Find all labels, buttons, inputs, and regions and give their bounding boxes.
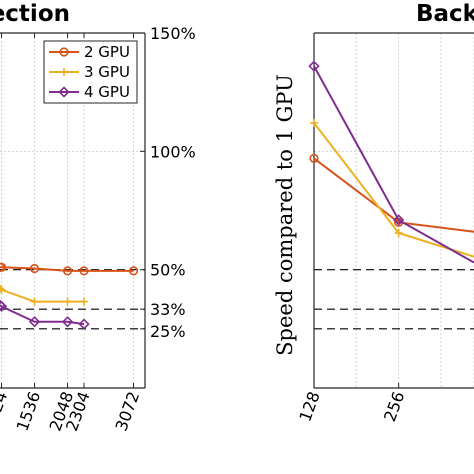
data-point	[63, 297, 72, 306]
series-3-gpu	[0, 284, 89, 306]
series-3-gpu	[310, 118, 474, 258]
left-chart-panel: 10241536204823043072150%100%50%33%25%ect…	[0, 1, 196, 434]
series-line	[0, 287, 85, 303]
legend-label: 4 GPU	[84, 83, 130, 101]
x-tick-label: 256	[380, 389, 408, 424]
data-point	[28, 316, 41, 328]
chart-title: ection	[0, 1, 70, 27]
y-tick-label: 50%	[150, 261, 186, 280]
data-point	[61, 316, 74, 328]
y-tick-label: 25%	[150, 322, 186, 341]
legend-label: 3 GPU	[84, 63, 130, 81]
data-point	[0, 284, 4, 293]
series-line	[313, 157, 474, 233]
series-2-gpu	[309, 153, 474, 233]
legend-swatch-marker	[60, 68, 68, 76]
series-4-gpu	[0, 299, 90, 330]
data-point	[0, 262, 5, 272]
x-tick-label: 1536	[13, 389, 45, 434]
data-point	[392, 214, 405, 226]
x-tick-label: 128	[295, 389, 323, 424]
series-line	[0, 266, 134, 272]
data-point	[80, 297, 89, 306]
y-tick-label: 100%	[150, 142, 196, 161]
series-line	[0, 304, 85, 326]
data-point	[310, 118, 318, 127]
series-line	[313, 65, 474, 264]
y-tick-label: 33%	[150, 300, 186, 319]
data-point	[29, 263, 40, 274]
y-tick-label: 150%	[150, 24, 196, 43]
series-line	[313, 122, 474, 258]
legend-label: 2 GPU	[84, 43, 130, 61]
data-point	[0, 285, 6, 294]
data-point	[0, 300, 8, 312]
series-4-gpu	[308, 60, 474, 264]
x-tick-label: 1024	[0, 389, 11, 434]
series-2-gpu	[0, 262, 139, 276]
chart-title: Back	[416, 1, 474, 27]
data-point	[0, 262, 7, 272]
x-tick-label: 3072	[112, 389, 144, 434]
y-axis-label: Speed compared to 1 GPU	[273, 74, 297, 356]
data-point	[308, 60, 320, 72]
data-point	[394, 228, 403, 237]
legend-swatch-marker	[58, 86, 70, 98]
data-point	[30, 297, 39, 306]
legend-swatch-marker	[59, 47, 69, 57]
legend: 2 GPU 3 GPU 4 GPU	[43, 40, 138, 104]
data-point	[79, 266, 89, 276]
data-point	[62, 266, 73, 276]
right-chart-panel: 128 256 Speed compared to 1 GPU Back	[273, 1, 474, 424]
data-point	[309, 153, 319, 164]
data-point	[78, 318, 90, 330]
data-point	[128, 266, 139, 276]
